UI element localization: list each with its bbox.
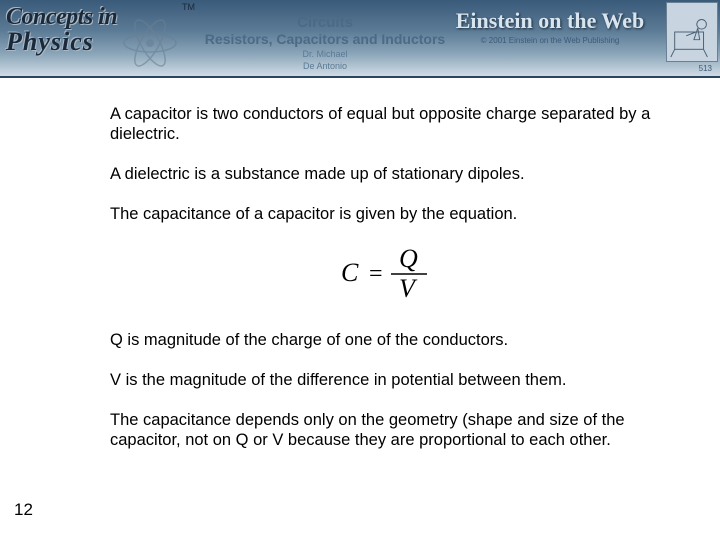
author-line2: De Antonio: [200, 61, 450, 71]
chapter-subtitle: Resistors, Capacitors and Inductors: [200, 31, 450, 47]
copyright-text: © 2001 Einstein on the Web Publishing: [440, 36, 660, 45]
trademark-symbol: TM: [182, 2, 195, 12]
chapter-title: Circuits: [200, 14, 450, 31]
header-center: Circuits Resistors, Capacitors and Induc…: [200, 14, 450, 71]
capacitance-equation: C = Q V: [110, 245, 670, 308]
logo-right: Einstein on the Web © 2001 Einstein on t…: [440, 8, 660, 45]
slide-content: A capacitor is two conductors of equal b…: [110, 104, 670, 470]
slide-header: Concepts in Physics TM Circuits Resistor…: [0, 0, 720, 78]
page-count: 513: [699, 64, 712, 73]
paragraph-2: A dielectric is a substance made up of s…: [110, 164, 670, 184]
eq-numerator: Q: [399, 245, 418, 273]
eq-equals: =: [369, 261, 383, 287]
paragraph-4: Q is magnitude of the charge of one of t…: [110, 330, 670, 350]
atom-icon: [120, 18, 180, 68]
eq-lhs: C: [341, 258, 359, 287]
woodcut-icon: [666, 2, 718, 62]
paragraph-3: The capacitance of a capacitor is given …: [110, 204, 670, 224]
paragraph-5: V is the magnitude of the difference in …: [110, 370, 670, 390]
paragraph-6: The capacitance depends only on the geom…: [110, 410, 670, 450]
brand-text: Einstein on the Web: [440, 8, 660, 34]
author-line1: Dr. Michael: [200, 49, 450, 59]
slide-number: 12: [14, 500, 33, 520]
eq-denominator: V: [399, 274, 418, 303]
paragraph-1: A capacitor is two conductors of equal b…: [110, 104, 670, 144]
